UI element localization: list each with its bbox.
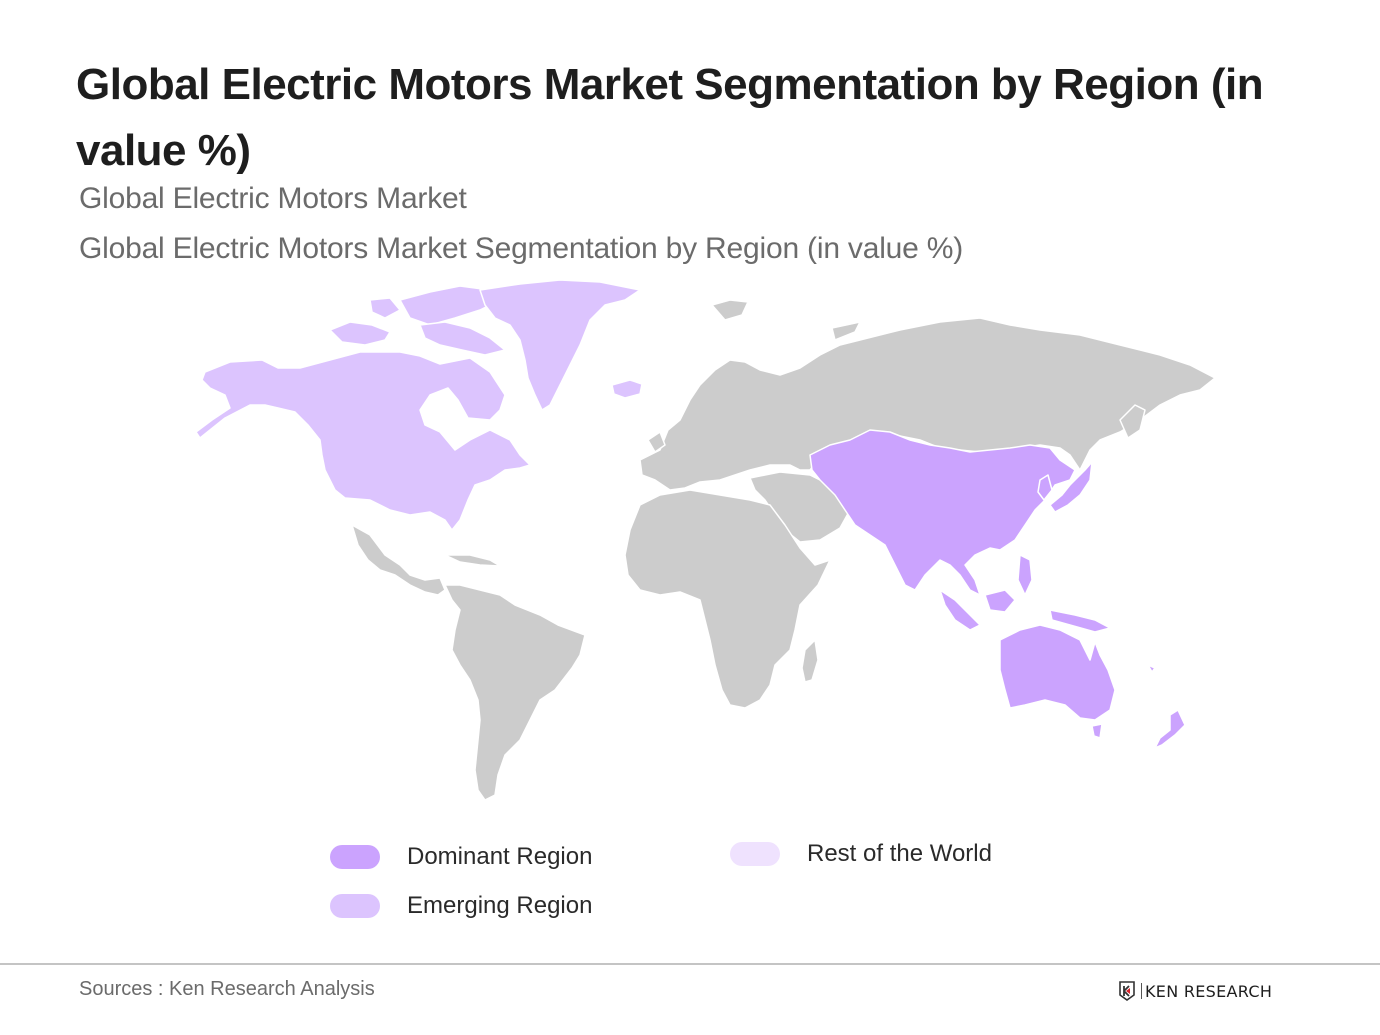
chart-title: Global Electric Motors Market Segmentati… [76, 60, 1264, 175]
legend-item-dominant: Dominant Region [330, 843, 592, 871]
emerging-swatch [330, 894, 380, 918]
brand-separator [1141, 983, 1142, 999]
legend-item-rest-of-world: Rest of the World [730, 840, 992, 868]
legend-label-rest-of-world: Rest of the World [807, 840, 992, 867]
legend-item-emerging: Emerging Region [330, 892, 592, 920]
footer-divider [0, 963, 1380, 965]
region-africa [624, 489, 831, 709]
brand-name: KEN RESEARCH [1145, 981, 1273, 1001]
legend-label-emerging: Emerging Region [407, 892, 593, 919]
region-asia-pacific [809, 429, 1186, 749]
legend-label-dominant: Dominant Region [407, 843, 593, 870]
region-latin-america [351, 524, 586, 801]
dominant-swatch [330, 845, 380, 869]
rest-of-world-swatch [730, 842, 780, 866]
brand-logo: KEN RESEARCH [1118, 981, 1272, 1001]
subtitle-segmentation: Global Electric Motors Market Segmentati… [79, 232, 964, 265]
source-note: Sources : Ken Research Analysis [79, 978, 375, 1000]
ken-research-logo-icon [1119, 981, 1135, 1001]
subtitle-market: Global Electric Motors Market [79, 182, 467, 215]
region-europe-russia [639, 299, 1216, 491]
world-map [195, 280, 1216, 801]
region-middle-east [749, 471, 851, 543]
region-north-america [195, 280, 643, 531]
